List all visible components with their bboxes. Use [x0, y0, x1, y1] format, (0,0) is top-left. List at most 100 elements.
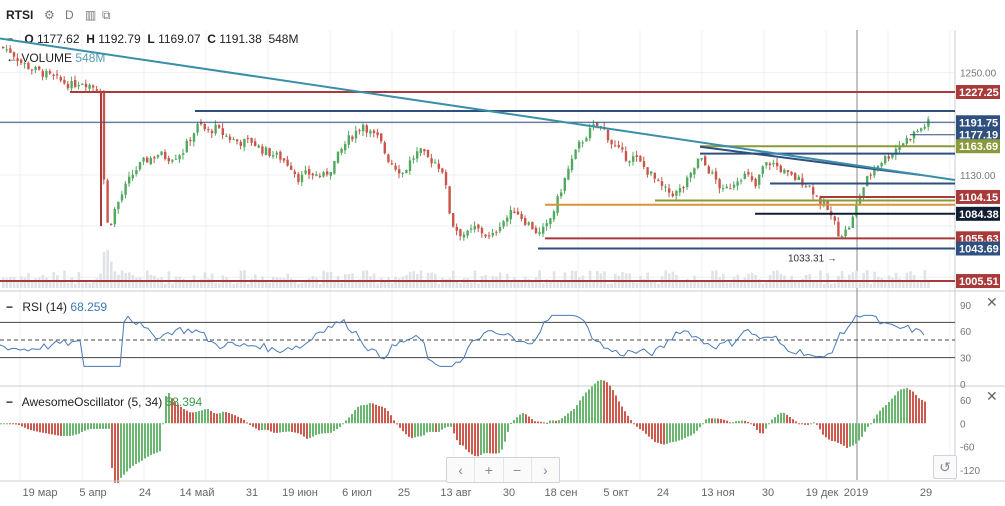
- candle: [146, 157, 149, 163]
- candle: [246, 137, 250, 139]
- volume-bar: [81, 282, 84, 288]
- volume-bar: [574, 271, 577, 288]
- ao-bar: [261, 423, 263, 431]
- ao-bar: [198, 411, 200, 424]
- reset-chart-button[interactable]: ↺: [933, 455, 957, 479]
- x-tick-label: 5 окт: [603, 487, 628, 499]
- volume-bar: [88, 283, 91, 288]
- zoom-out-button[interactable]: −: [504, 458, 532, 482]
- volume-bar: [275, 277, 279, 288]
- ao-bar: [618, 401, 620, 424]
- ao-legend: − AwesomeOscillator (5, 34) 58.394: [6, 395, 202, 409]
- candle: [862, 187, 865, 198]
- volume-bar: [534, 277, 538, 288]
- ao-close-icon[interactable]: ✕: [986, 388, 998, 404]
- scroll-right-button[interactable]: ›: [543, 462, 548, 478]
- volume-bar: [300, 282, 304, 288]
- ao-bar: [729, 422, 731, 424]
- symbol-label[interactable]: RTSI: [6, 8, 34, 22]
- ao-bar: [135, 423, 137, 465]
- compare-icon[interactable]: ▥: [85, 8, 97, 22]
- ao-bar: [483, 423, 485, 454]
- scroll-left-button[interactable]: ‹: [447, 458, 476, 482]
- volume-bar: [844, 279, 847, 288]
- ao-bar: [159, 423, 161, 452]
- volume-bar: [545, 279, 549, 288]
- volume-bar: [20, 276, 23, 288]
- ao-bar: [405, 423, 407, 435]
- volume-bar: [513, 277, 516, 288]
- candle: [725, 186, 728, 189]
- candle: [581, 142, 584, 144]
- ao-bar: [672, 423, 674, 443]
- ao-bar: [252, 423, 254, 427]
- candle: [779, 165, 782, 173]
- volume-bar: [354, 280, 358, 288]
- interval-label[interactable]: D: [65, 8, 74, 22]
- ao-bar: [96, 423, 98, 429]
- candle: [401, 172, 404, 174]
- gear-icon[interactable]: ⚙: [44, 8, 55, 22]
- candle: [412, 158, 415, 160]
- ao-bar: [414, 423, 416, 438]
- price-label: 1084.38: [959, 209, 999, 221]
- ao-bar: [273, 423, 275, 433]
- volume-bar: [761, 283, 765, 288]
- ao-bar: [45, 423, 47, 434]
- volume-bar: [801, 278, 804, 288]
- ao-bar: [420, 423, 422, 437]
- volume-bar: [401, 276, 405, 288]
- ao-bar: [894, 395, 896, 424]
- ao-bar: [873, 418, 875, 424]
- volume-bar: [376, 283, 379, 288]
- ao-bar: [402, 423, 404, 432]
- candle: [480, 228, 484, 234]
- candle: [88, 84, 91, 89]
- volume-bar: [340, 282, 343, 288]
- ao-bar: [303, 423, 305, 437]
- candle: [462, 234, 466, 238]
- candle: [639, 156, 642, 162]
- x-tick-label: 25: [398, 487, 410, 499]
- volume-bar: [830, 283, 833, 288]
- ao-bar: [168, 393, 170, 424]
- candle: [297, 174, 300, 182]
- x-tick-label: 31: [246, 487, 258, 499]
- ao-bar: [411, 423, 413, 439]
- volume-bar: [9, 277, 12, 288]
- fullscreen-icon[interactable]: ⧉: [102, 8, 111, 22]
- volume-bar: [822, 283, 826, 288]
- ao-bar: [504, 423, 506, 442]
- zoom-in-button[interactable]: +: [475, 458, 504, 482]
- ao-collapse-icon[interactable]: −: [6, 395, 14, 409]
- ao-bar: [327, 423, 329, 434]
- volume-bar: [660, 276, 664, 288]
- ao-bar: [510, 422, 512, 424]
- volume-bar: [164, 283, 167, 288]
- rsi-close-icon[interactable]: ✕: [986, 294, 998, 310]
- volume-bar: [477, 283, 480, 288]
- volume-bar: [250, 278, 253, 288]
- volume-bar: [135, 277, 138, 288]
- volume-bar: [455, 280, 459, 288]
- candle: [135, 170, 138, 175]
- ao-bar: [204, 409, 206, 424]
- candle: [56, 74, 59, 76]
- x-tick-label: 29: [920, 487, 932, 499]
- ao-bar: [309, 423, 311, 439]
- ao-bar: [282, 423, 284, 433]
- rsi-collapse-icon[interactable]: −: [6, 300, 14, 314]
- volume-bar: [567, 280, 570, 288]
- ao-bar: [615, 395, 617, 424]
- volume-bar: [196, 282, 199, 288]
- ao-bar: [879, 410, 881, 424]
- candle: [120, 194, 124, 201]
- ao-bar: [240, 418, 242, 424]
- volume-bar: [470, 282, 473, 288]
- ao-bar: [699, 423, 701, 428]
- candle: [336, 151, 340, 163]
- candle: [761, 166, 764, 174]
- ao-bar: [540, 421, 542, 424]
- volume-bar: [261, 276, 264, 288]
